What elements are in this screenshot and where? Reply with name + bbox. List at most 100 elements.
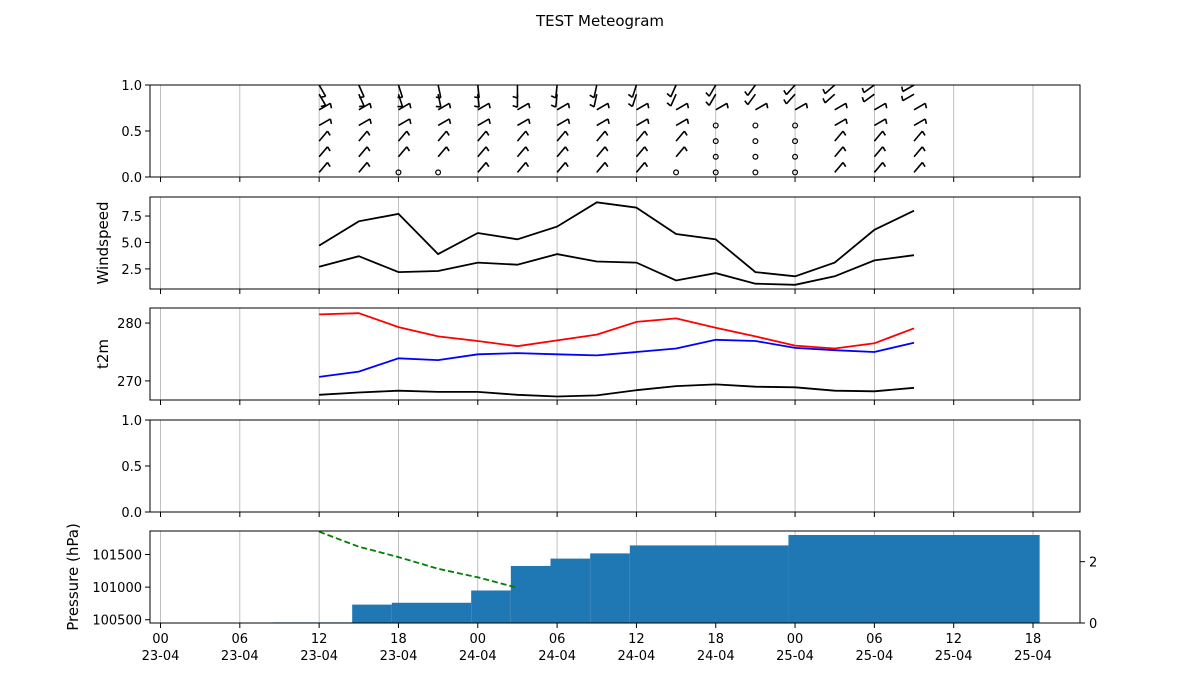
wind-barb-flag: [861, 87, 865, 93]
wind-barb-flag: [589, 103, 595, 108]
wind-barb: [318, 161, 329, 173]
wind-barb: [834, 102, 847, 111]
x-tick-label-time: 18: [1025, 632, 1042, 647]
y-tick-label-right: 2: [1089, 556, 1097, 571]
x-tick-label-date: 25-04: [855, 649, 893, 664]
y-tick-label: 270: [117, 375, 142, 390]
wind-barb-calm: [792, 122, 799, 129]
wind-barb-flag: [882, 162, 887, 168]
wind-barb-flag: [326, 146, 331, 152]
wind-barb: [437, 130, 448, 142]
wind-barb-flag: [326, 130, 331, 136]
wind-barb-flag: [329, 118, 333, 125]
wind-barb-flag: [686, 103, 690, 109]
wind-barb-flag: [567, 118, 571, 125]
wind-barb: [834, 130, 844, 142]
wind-barb-flag: [488, 103, 491, 109]
wind-barb-flag: [900, 86, 904, 92]
wind-barb-flag: [683, 130, 688, 136]
wind-barb-flag: [646, 118, 650, 125]
wind-barb-flag: [604, 130, 609, 136]
series-line-1: [319, 312, 915, 350]
wind-barb: [318, 102, 331, 111]
wind-barb-flag: [666, 102, 672, 107]
wind-barb: [397, 84, 404, 98]
wind-barb-calm: [712, 138, 719, 145]
wind-barb-flag: [564, 162, 569, 168]
y-tick-label: 101000: [92, 581, 142, 596]
wind-barb: [747, 93, 757, 106]
wind-barb: [556, 130, 567, 142]
wind-barb-calm: [752, 122, 759, 129]
y-tick-label: 0.0: [121, 171, 142, 186]
wind-barb: [873, 102, 887, 111]
wind-barb-flag: [369, 118, 372, 125]
wind-barb-flag: [359, 96, 365, 99]
wind-barb: [437, 84, 442, 98]
wind-barb: [318, 93, 327, 106]
wind-barb-flag: [726, 103, 729, 109]
wind-barb-flag: [924, 103, 928, 109]
wind-barb-flag: [686, 118, 690, 125]
wind-barb: [477, 130, 487, 142]
x-tick-label-date: 23-04: [380, 649, 418, 664]
wind-barb-flag: [329, 103, 333, 109]
wind-barb: [477, 118, 490, 127]
panel-4: 0.0 0.5 1.0: [121, 414, 1081, 521]
wind-barb: [636, 102, 649, 111]
axes-frame: [149, 196, 1081, 290]
x-tick-label-date: 23-04: [142, 649, 180, 664]
wind-barb-flag: [861, 96, 865, 103]
series-line-2: [318, 338, 915, 378]
wind-barb-flag: [644, 146, 649, 152]
wind-barb: [635, 161, 646, 173]
wind-barb: [318, 146, 329, 158]
wind-barb-flag: [320, 104, 326, 108]
wind-barb-flag: [822, 88, 826, 95]
wind-barb-flag: [435, 96, 441, 99]
wind-barb: [863, 93, 875, 103]
wind-barb-flag: [604, 146, 609, 152]
wind-barb-flag: [882, 146, 887, 152]
panel-2: 2.5 5.0 7.5 Windspeed: [94, 196, 1081, 294]
wind-barb-flag: [366, 162, 371, 168]
wind-barb: [516, 130, 527, 142]
y-tick-label: 101500: [92, 548, 142, 563]
precip-bar: [550, 558, 591, 623]
wind-barb-flag: [448, 118, 452, 125]
wind-barb: [675, 130, 686, 142]
axes-frame: [149, 84, 1081, 178]
wind-barb: [824, 93, 836, 104]
x-tick-label-time: 00: [787, 632, 804, 647]
y-tick-label: 280: [117, 317, 142, 332]
wind-barb-flag: [845, 118, 848, 125]
wind-barb-flag: [783, 89, 788, 96]
wind-barb: [755, 102, 768, 111]
y-axis-title: Windspeed: [94, 201, 112, 284]
wind-barb-flag: [666, 92, 672, 98]
wind-barb: [785, 93, 796, 105]
wind-barb: [516, 146, 527, 158]
wind-barb-flag: [604, 162, 609, 168]
wind-barb: [675, 118, 688, 127]
wind-barb: [358, 93, 365, 107]
wind-barb: [477, 161, 487, 173]
wind-barb: [902, 84, 915, 93]
wind-barb-flag: [406, 130, 411, 136]
wind-barb-flag: [884, 118, 888, 125]
wind-barb-flag: [765, 103, 769, 109]
precip-bar: [788, 534, 1040, 623]
wind-barb: [556, 146, 567, 158]
axes-frame: [149, 307, 1081, 401]
precip-bar: [590, 553, 630, 623]
wind-barb-calm: [435, 169, 442, 176]
wind-barb: [397, 130, 408, 142]
wind-barb-flag: [607, 118, 610, 125]
wind-barb: [398, 102, 411, 111]
y-tick-label-right: 0: [1089, 617, 1097, 632]
series-line-1: [318, 201, 915, 278]
y-tick-label: 0.5: [121, 460, 142, 475]
wind-barb-flag: [485, 130, 490, 136]
wind-barb: [596, 130, 606, 142]
wind-barb-flag: [646, 103, 650, 109]
